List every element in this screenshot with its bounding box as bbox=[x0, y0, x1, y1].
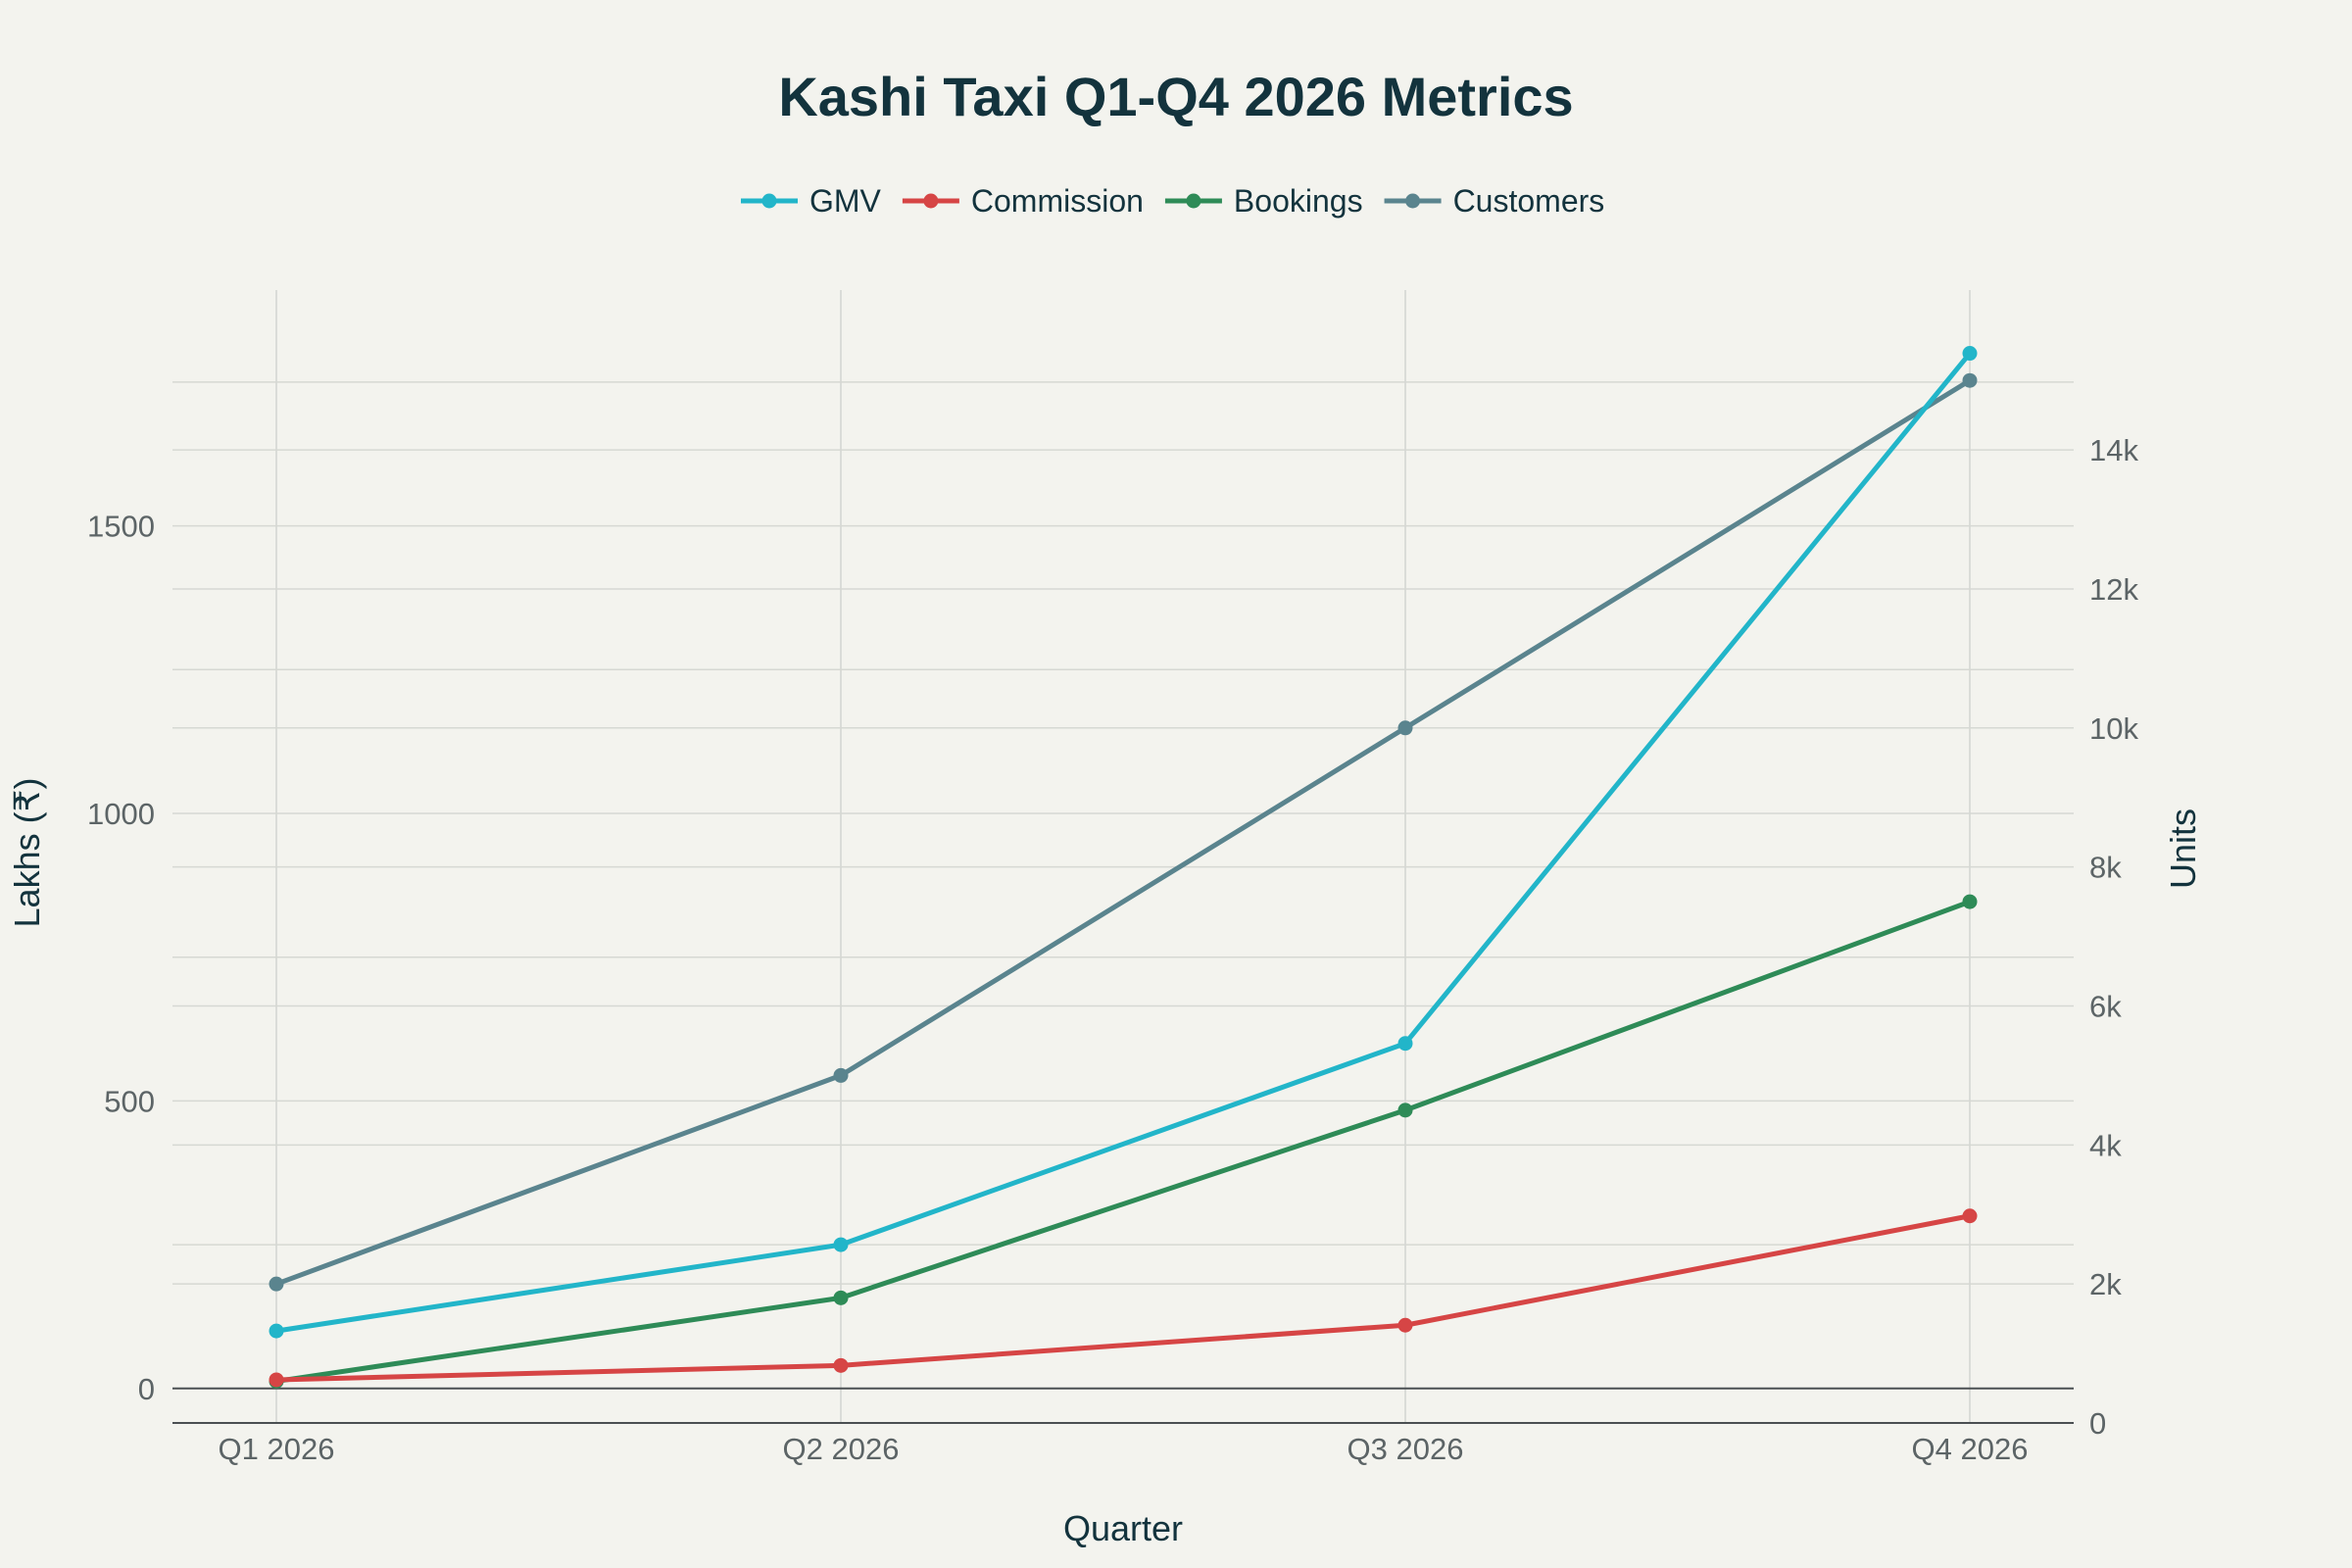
y2-axis-title: Units bbox=[2163, 808, 2203, 889]
data-point bbox=[833, 1290, 849, 1305]
legend-item: GMV bbox=[741, 183, 882, 219]
legend-item: Commission bbox=[902, 183, 1144, 219]
legend-swatch-marker bbox=[761, 193, 777, 209]
data-point bbox=[1397, 1102, 1413, 1118]
y2-tick-label: 0 bbox=[2089, 1406, 2106, 1441]
data-point bbox=[1397, 1317, 1413, 1333]
y-tick-label: 1000 bbox=[87, 797, 155, 831]
legend-swatch-marker bbox=[1186, 193, 1201, 209]
series-lines bbox=[269, 346, 1978, 1389]
x-tick-label: Q4 2026 bbox=[1912, 1432, 2029, 1466]
legend-label: Bookings bbox=[1234, 183, 1363, 219]
y2-tick-label: 4k bbox=[2089, 1128, 2122, 1162]
x-tick-label: Q1 2026 bbox=[219, 1432, 335, 1466]
x-tick-label: Q2 2026 bbox=[783, 1432, 900, 1466]
legend-label: Customers bbox=[1453, 183, 1605, 219]
data-point bbox=[1962, 346, 1978, 362]
legend: GMV Commission Bookings Customers bbox=[741, 183, 1604, 219]
data-point bbox=[269, 1323, 284, 1339]
y-axis-title: Lakhs (₹) bbox=[7, 778, 47, 928]
series-line bbox=[273, 1213, 1973, 1383]
data-point bbox=[833, 1237, 849, 1252]
series-gmv bbox=[269, 346, 1978, 1339]
y-tick-label: 500 bbox=[104, 1084, 155, 1118]
y-tick-label: 0 bbox=[138, 1372, 155, 1406]
series-line bbox=[273, 377, 1973, 1287]
data-point bbox=[1962, 1208, 1978, 1224]
y2-tick-label: 6k bbox=[2089, 989, 2122, 1023]
y-tick-label: 1500 bbox=[87, 510, 155, 544]
y2-tick-label: 14k bbox=[2089, 433, 2138, 467]
data-point bbox=[269, 1276, 284, 1292]
legend-swatch-marker bbox=[923, 193, 939, 209]
data-point bbox=[1962, 894, 1978, 909]
chart-title: Kashi Taxi Q1-Q4 2026 Metrics bbox=[778, 66, 1573, 127]
tick-labels: 0 500 1000 1500 0 2k 4k 6k 8k 10k 12k 14k Q1 2026 Q2 … bbox=[87, 433, 2138, 1466]
series-customers bbox=[269, 372, 1978, 1292]
data-point bbox=[1962, 372, 1978, 388]
y2-tick-label: 10k bbox=[2089, 711, 2138, 746]
legend-swatch-marker bbox=[1405, 193, 1421, 209]
data-point bbox=[1397, 1036, 1413, 1052]
series-line bbox=[273, 899, 1973, 1384]
legend-label: Commission bbox=[971, 183, 1144, 219]
legend-item: Bookings bbox=[1164, 183, 1363, 219]
x-tick-label: Q3 2026 bbox=[1348, 1432, 1464, 1466]
legend-label: GMV bbox=[809, 183, 882, 219]
series-line bbox=[273, 351, 1973, 1334]
y2-tick-label: 2k bbox=[2089, 1267, 2122, 1301]
data-point bbox=[833, 1067, 849, 1083]
series-commission bbox=[269, 1208, 1978, 1388]
data-point bbox=[833, 1357, 849, 1373]
data-point bbox=[1397, 720, 1413, 736]
zero-lines bbox=[172, 1387, 2074, 1424]
y2-tick-label: 12k bbox=[2089, 572, 2138, 607]
x-axis-title: Quarter bbox=[1063, 1508, 1183, 1548]
legend-item: Customers bbox=[1384, 183, 1605, 219]
data-point bbox=[269, 1372, 284, 1388]
y2-tick-label: 8k bbox=[2089, 851, 2122, 885]
